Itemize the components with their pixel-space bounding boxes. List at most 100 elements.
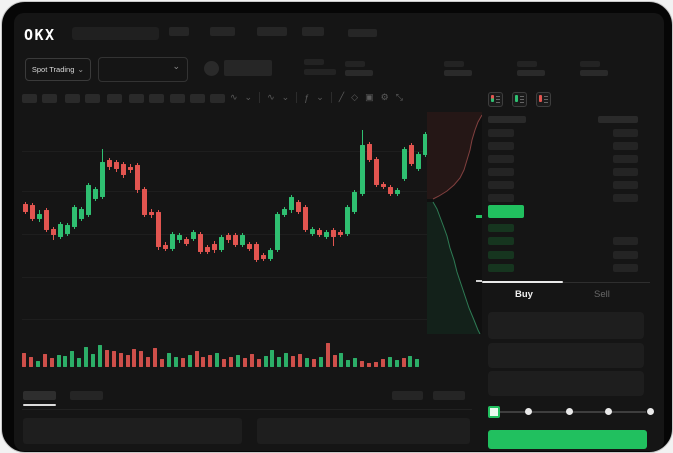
candle (331, 230, 336, 237)
pair-selector-dropdown[interactable]: ⌄ (98, 57, 188, 82)
chart-type-icon[interactable]: ∿ (230, 92, 238, 102)
interval-button[interactable] (190, 94, 205, 103)
toolbar-separator (296, 92, 298, 103)
slider-step-dot[interactable] (647, 408, 654, 415)
interval-button[interactable] (65, 94, 80, 103)
chevron-down-icon[interactable]: ⌄ (281, 92, 290, 102)
interval-button[interactable] (85, 94, 100, 103)
orderbook-asks-view-icon[interactable] (536, 92, 551, 107)
ask-row-amount[interactable] (613, 142, 638, 150)
ask-row-price[interactable] (488, 168, 514, 176)
candle (317, 230, 322, 235)
slider-step-dot[interactable] (566, 408, 573, 415)
candle (289, 197, 294, 210)
slider-step-dot[interactable] (605, 408, 612, 415)
total-input[interactable] (488, 371, 644, 396)
gridline (22, 277, 428, 278)
volume-bar (70, 351, 75, 367)
orderbook-column-header (598, 116, 638, 123)
bid-row-amount[interactable] (613, 237, 638, 245)
candle (149, 212, 154, 215)
orders-filter-button[interactable] (392, 391, 423, 400)
ask-row-amount[interactable] (613, 194, 638, 202)
trendline-tool-icon[interactable]: ╱ (338, 92, 345, 102)
nav-item-placeholder[interactable] (169, 27, 189, 36)
ask-row-amount[interactable] (613, 181, 638, 189)
search-input[interactable] (72, 27, 159, 40)
volume-bar (353, 358, 358, 367)
gridline (22, 151, 428, 152)
tab-sell[interactable]: Sell (594, 289, 610, 300)
ask-row-price[interactable] (488, 194, 514, 202)
ask-row-amount[interactable] (613, 129, 638, 137)
ask-row-amount[interactable] (613, 155, 638, 163)
amount-input[interactable] (488, 343, 644, 368)
candle (79, 209, 84, 219)
volume-bar (146, 357, 151, 367)
bid-row-amount[interactable] (613, 264, 638, 272)
amount-slider-handle[interactable] (488, 406, 500, 418)
candle (191, 232, 196, 239)
compare-icon[interactable]: ∿ (267, 92, 275, 102)
interval-button[interactable] (42, 94, 57, 103)
slider-step-dot[interactable] (525, 408, 532, 415)
nav-item-placeholder[interactable] (210, 27, 235, 36)
candle (156, 212, 161, 247)
bid-row-price[interactable] (488, 264, 514, 272)
candle (30, 205, 35, 219)
orders-tab[interactable] (23, 391, 56, 400)
chevron-down-icon[interactable]: ⌄ (244, 92, 253, 102)
interval-button[interactable] (210, 94, 225, 103)
candle (219, 237, 224, 250)
interval-button[interactable] (107, 94, 122, 103)
interval-button[interactable] (129, 94, 144, 103)
ask-row-amount[interactable] (613, 168, 638, 176)
interval-button[interactable] (170, 94, 185, 103)
candle (205, 247, 210, 252)
fullscreen-icon[interactable]: ⤡ (395, 92, 403, 102)
buy-submit-button[interactable] (488, 430, 647, 449)
orders-filter-button[interactable] (433, 391, 465, 400)
ask-row-price[interactable] (488, 155, 514, 163)
settings-gear-icon[interactable]: ⚙ (380, 92, 389, 102)
volume-bar (256, 359, 261, 367)
candle (374, 159, 379, 185)
ask-row-price[interactable] (488, 129, 514, 137)
orders-tab[interactable] (70, 391, 103, 400)
nav-item-placeholder[interactable] (302, 27, 324, 36)
volume-bar (298, 354, 302, 367)
price-input[interactable] (488, 312, 644, 339)
draw-tool-icon[interactable]: ◇ (351, 92, 359, 102)
volume-bar (222, 359, 227, 367)
candle (367, 144, 372, 160)
interval-button[interactable] (22, 94, 37, 103)
stat-value-placeholder (517, 70, 545, 76)
ask-row-price[interactable] (488, 181, 514, 189)
volume-bar (387, 357, 392, 367)
nav-item-placeholder[interactable] (348, 29, 377, 37)
candle (163, 245, 168, 249)
bid-row-price[interactable] (488, 251, 514, 259)
market-type-dropdown[interactable]: Spot Trading ⌄ (25, 58, 91, 81)
bid-row-price[interactable] (488, 237, 514, 245)
candle (212, 244, 217, 250)
bid-row-price[interactable] (488, 224, 514, 232)
candle (338, 232, 343, 235)
candle (395, 190, 400, 194)
orderbook-both-view-icon[interactable] (488, 92, 503, 107)
orderbook-bids-view-icon[interactable] (512, 92, 527, 107)
chevron-down-icon[interactable]: ⌄ (316, 92, 324, 102)
interval-button[interactable] (149, 94, 164, 103)
tab-buy[interactable]: Buy (515, 289, 533, 300)
bid-row-amount[interactable] (613, 251, 638, 259)
ask-row-price[interactable] (488, 142, 514, 150)
screenshot-icon[interactable]: ▣ (365, 92, 374, 102)
orders-section-divider (22, 409, 472, 410)
nav-item-placeholder[interactable] (257, 27, 287, 36)
candle (247, 244, 252, 249)
active-tab-indicator (482, 281, 563, 283)
volume-bar (360, 361, 365, 367)
gridline (22, 319, 428, 320)
indicators-icon[interactable]: ƒ (304, 92, 310, 103)
